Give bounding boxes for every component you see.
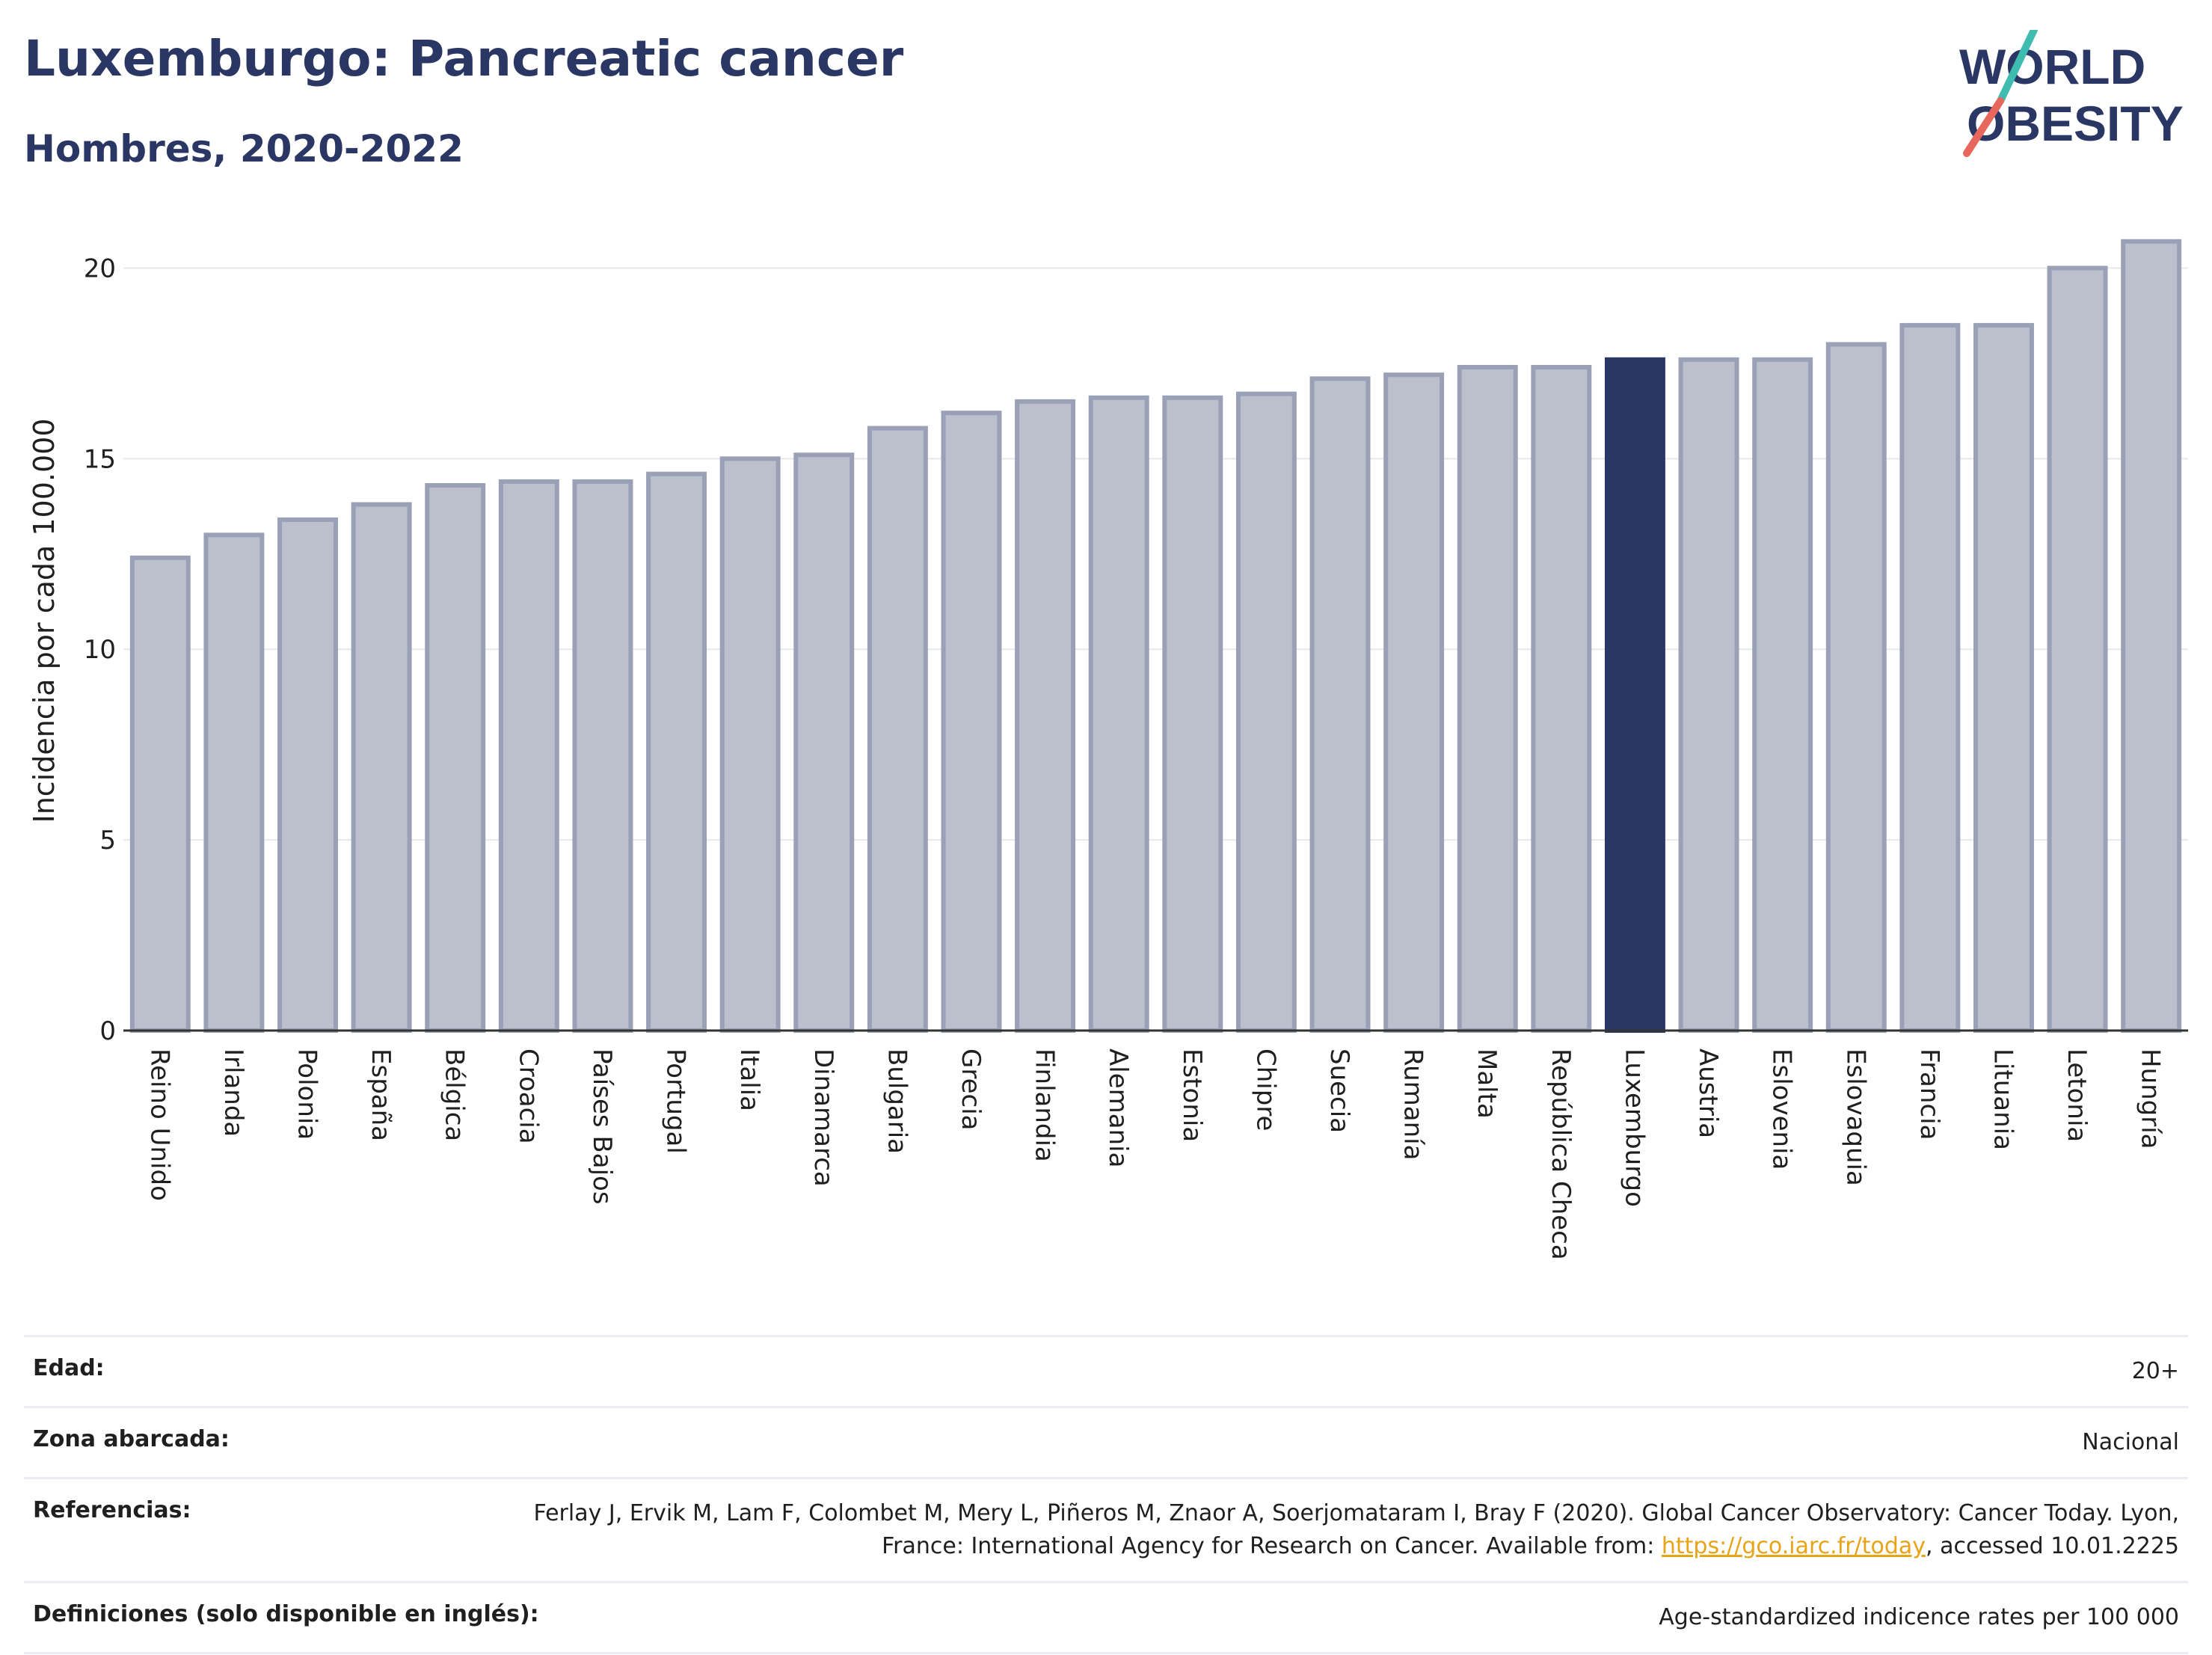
x-tick-label: Alemania xyxy=(1103,1048,1133,1167)
x-tick-label: Finlandia xyxy=(1030,1048,1060,1162)
logo-slash-coral xyxy=(1963,97,2004,157)
bar-italia xyxy=(719,456,781,1033)
x-tick-label: Grecia xyxy=(956,1048,986,1130)
bar-finlandia xyxy=(1015,399,1076,1033)
x-tick-label: Letonia xyxy=(2062,1048,2092,1142)
zona-value: Nacional xyxy=(2082,1429,2179,1455)
y-tick-label: 10 xyxy=(84,635,116,665)
bar-alemania xyxy=(1088,395,1149,1033)
ref-text-1: Ferlay J, Ervik M, Lam F, Colombet M, Me… xyxy=(533,1500,2179,1559)
x-tick-label: Italia xyxy=(734,1048,764,1111)
bar-países-bajos xyxy=(572,479,633,1033)
bar-eslovaquia xyxy=(1825,342,1887,1034)
definiciones-label: Definiciones (solo disponible en inglés)… xyxy=(33,1601,539,1627)
zona-label: Zona abarcada: xyxy=(33,1426,230,1452)
bar-estonia xyxy=(1162,395,1223,1033)
y-tick-label: 0 xyxy=(99,1016,116,1046)
x-tick-label: Bélgica xyxy=(440,1048,470,1141)
x-tick-label: Estonia xyxy=(1177,1048,1207,1142)
y-tick-labels: 0 5 10 15 20 xyxy=(84,254,116,1046)
bar-españa xyxy=(351,502,412,1033)
info-row-edad: Edad: 20+ xyxy=(24,1335,2188,1406)
bar-bélgica xyxy=(425,483,486,1033)
x-tick-label: Lituania xyxy=(1988,1048,2018,1150)
x-tick-label: España xyxy=(366,1048,396,1141)
bar-chipre xyxy=(1235,391,1297,1033)
bar-croacia xyxy=(498,479,559,1033)
x-tick-label: Hungría xyxy=(2136,1048,2166,1149)
x-tick-label: Croacia xyxy=(513,1048,543,1144)
x-tick-label: Polonia xyxy=(292,1048,322,1140)
bar-portugal xyxy=(646,471,707,1033)
logo-line1: WORLD xyxy=(1959,39,2145,94)
bar-república-checa xyxy=(1531,365,1592,1033)
x-tick-label: Países Bajos xyxy=(587,1048,617,1205)
x-tick-label: Reino Unido xyxy=(144,1048,174,1201)
x-tick-label: Eslovenia xyxy=(1767,1048,1797,1170)
referencias-label: Referencias: xyxy=(33,1497,191,1523)
logo-line2: OBESITY xyxy=(1967,96,2184,151)
world-obesity-logo: WORLD OBESITY xyxy=(1959,30,2184,157)
x-tick-label: República Checa xyxy=(1546,1048,1576,1260)
bar-lituania xyxy=(1973,322,2034,1033)
x-tick-label: Francia xyxy=(1914,1048,1944,1140)
edad-label: Edad: xyxy=(33,1355,105,1381)
y-axis-title: Incidencia por cada 100.000 xyxy=(28,418,61,823)
x-tick-label: Malta xyxy=(1472,1048,1502,1119)
bar-malta xyxy=(1457,365,1518,1033)
x-tick-label: Bulgaria xyxy=(882,1048,912,1154)
bar-rumanía xyxy=(1383,372,1445,1033)
y-tick-label: 5 xyxy=(99,826,116,856)
bars xyxy=(129,239,2182,1034)
info-table: Edad: 20+ Zona abarcada: Nacional Refere… xyxy=(24,1335,2188,1654)
bar-francia xyxy=(1899,322,1961,1033)
edad-value: 20+ xyxy=(2131,1358,2179,1384)
bar-polonia xyxy=(277,517,338,1033)
definiciones-value: Age-standardized indicence rates per 100… xyxy=(1659,1604,2179,1630)
info-row-definiciones: Definiciones (solo disponible en inglés)… xyxy=(24,1581,2188,1654)
bar-bulgaria xyxy=(867,426,928,1033)
chart-title: Luxemburgo: Pancreatic cancer xyxy=(24,30,904,87)
x-tick-label: Luxemburgo xyxy=(1619,1048,1649,1207)
y-tick-label: 15 xyxy=(84,444,116,474)
x-tick-label: Portugal xyxy=(661,1048,691,1154)
x-tick-label: Rumanía xyxy=(1398,1048,1428,1160)
bar-eslovenia xyxy=(1752,357,1813,1033)
logo-slash-teal xyxy=(1997,30,2038,105)
bar-chart: 0 5 10 15 20 Reino Unido Irlanda Polonia España… xyxy=(28,239,2188,1260)
ref-text-2: , accessed 10.01.2225 xyxy=(1926,1533,2179,1559)
bar-dinamarca xyxy=(793,452,855,1033)
bar-suecia xyxy=(1309,376,1371,1033)
bar-grecia xyxy=(941,411,1002,1033)
referencias-value: Ferlay J, Ervik M, Lam F, Colombet M, Me… xyxy=(504,1497,2179,1563)
bar-letonia xyxy=(2047,265,2108,1034)
bar-irlanda xyxy=(203,532,265,1033)
x-tick-label: Suecia xyxy=(1324,1048,1354,1133)
x-tick-label: Eslovaquia xyxy=(1840,1048,1870,1186)
y-tick-label: 20 xyxy=(84,254,116,283)
info-row-zona: Zona abarcada: Nacional xyxy=(24,1406,2188,1477)
bar-hungría xyxy=(2121,239,2182,1034)
x-tick-label: Irlanda xyxy=(218,1048,248,1137)
x-tick-labels: Reino Unido Irlanda Polonia España Bélgica Cr… xyxy=(144,1048,2165,1260)
ref-link[interactable]: https://gco.iarc.fr/today xyxy=(1661,1533,1926,1559)
bar-luxemburgo xyxy=(1604,357,1665,1033)
info-row-referencias: Referencias: Ferlay J, Ervik M, Lam F, C… xyxy=(24,1477,2188,1581)
chart-subtitle: Hombres, 2020-2022 xyxy=(24,127,464,171)
bar-reino-unido xyxy=(129,555,191,1033)
x-tick-label: Austria xyxy=(1693,1048,1723,1138)
bar-austria xyxy=(1678,357,1739,1033)
x-tick-label: Chipre xyxy=(1250,1048,1280,1131)
x-tick-label: Dinamarca xyxy=(808,1048,838,1187)
